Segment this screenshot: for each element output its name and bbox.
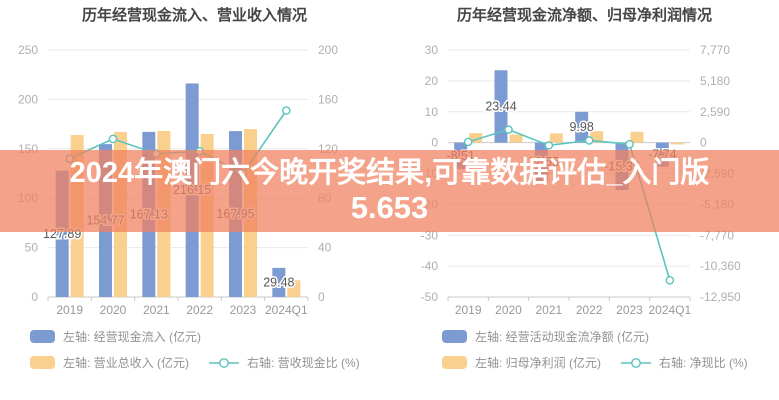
legend-label: 右轴: 净现比 (%): [659, 356, 748, 370]
right-axis-tick-label: 160: [318, 92, 338, 106]
x-axis-category-label: 2019: [56, 303, 83, 317]
x-axis-category-label: 2021: [143, 303, 170, 317]
chart-legend: 左轴: 经营活动现金流净额 (亿元) 左轴: 归母净利润 (亿元) 右轴: 净现比 …: [442, 328, 748, 371]
legend-row: 左轴: 经营现金流入 (亿元): [30, 328, 360, 345]
x-axis-category-label: 2022: [186, 303, 213, 317]
promo-banner-overlay: 2024年澳门六今晚开奖结果,可靠数据评估_入门版 5.653: [0, 150, 779, 232]
chart-title: 历年经营现金流入、营业收入情况: [81, 7, 307, 24]
legend-item: 右轴: 营收现金比 (%): [209, 354, 360, 371]
left-axis-tick-label: -50: [421, 290, 439, 304]
chart-title: 历年经营现金流净额、归母净利润情况: [456, 7, 712, 24]
right-axis-tick-label: 7,770: [700, 43, 730, 57]
legend-label: 左轴: 归母净利润 (亿元): [475, 356, 601, 370]
x-axis-category-label: 2021: [535, 303, 562, 317]
bar-series-orange: [549, 133, 563, 143]
bar-series-orange: [287, 280, 301, 297]
bar-series-blue: [575, 111, 589, 143]
bar-series-orange: [630, 131, 644, 143]
legend-row: 左轴: 经营活动现金流净额 (亿元): [442, 328, 748, 345]
legend-line-marker-icon: [621, 357, 651, 368]
bar-value-label: 29.48: [263, 275, 294, 289]
right-axis-tick-label: 0: [318, 290, 325, 304]
left-axis-tick-label: 10: [425, 105, 439, 119]
legend-row: 左轴: 营业总收入 (亿元) 右轴: 营收现金比 (%): [30, 354, 360, 371]
x-axis-category-label: 2020: [100, 303, 127, 317]
legend-bar-swatch: [442, 356, 467, 369]
left-axis-tick-label: 50: [25, 241, 39, 255]
bar-series-blue: [272, 267, 286, 297]
left-axis-tick-label: 200: [18, 92, 38, 106]
bar-series-orange: [670, 142, 684, 145]
legend-item: 左轴: 营业总收入 (亿元): [30, 354, 189, 371]
legend-item: 左轴: 经营活动现金流净额 (亿元): [442, 328, 649, 345]
left-axis-tick-label: 0: [431, 136, 438, 150]
x-axis-category-label: 2024Q1: [648, 303, 691, 317]
left-axis-tick-label: 250: [18, 43, 38, 57]
line-marker: [504, 125, 513, 134]
left-axis-tick-label: 0: [31, 290, 38, 304]
bar-series-orange: [590, 131, 604, 143]
right-axis-tick-label: 200: [318, 43, 338, 57]
bar-series-orange: [469, 133, 483, 143]
legend-bar-swatch: [30, 330, 55, 343]
x-axis-category-label: 2024Q1: [265, 303, 308, 317]
banner-text-line2: 5.653: [350, 189, 429, 225]
legend-item: 右轴: 净现比 (%): [621, 354, 748, 371]
legend-label: 左轴: 营业总收入 (亿元): [63, 356, 189, 370]
legend-bar-swatch: [30, 356, 55, 369]
line-marker: [625, 139, 634, 149]
line-marker: [463, 137, 473, 147]
right-axis-tick-label: 0: [700, 136, 707, 150]
bar-series-blue: [494, 70, 508, 143]
x-axis-category-label: 2023: [616, 303, 643, 317]
right-axis-tick-label: -10,360: [700, 259, 741, 273]
right-axis-tick-label: 2,590: [700, 105, 730, 119]
legend-circle: [631, 357, 641, 368]
line-marker: [665, 276, 675, 285]
bar-value-label: 9.98: [569, 120, 593, 134]
legend-bar-swatch: [442, 330, 467, 343]
line-marker: [108, 134, 118, 144]
legend-circle: [219, 357, 229, 368]
legend-line-marker-icon: [209, 357, 239, 368]
right-axis-tick-label: 40: [318, 241, 332, 255]
legend-item: 左轴: 归母净利润 (亿元): [442, 354, 601, 371]
banner-text-line1: 2024年澳门六今晚开奖结果,可靠数据评估_入门版: [69, 156, 710, 189]
line-marker: [584, 136, 594, 145]
x-axis-category-label: 2023: [230, 303, 257, 317]
left-axis-tick-label: -40: [421, 259, 439, 273]
x-axis-category-label: 2020: [495, 303, 522, 317]
line-marker: [544, 141, 554, 150]
bar-value-label: 23.44: [485, 99, 516, 113]
chart-legend: 左轴: 经营现金流入 (亿元) 左轴: 营业总收入 (亿元) 右轴: 营收现金比 (…: [30, 328, 360, 371]
line-marker: [282, 106, 291, 115]
legend-item: 左轴: 经营现金流入 (亿元): [30, 328, 201, 345]
right-axis-tick-label: 5,180: [700, 74, 730, 88]
bar-series-orange: [509, 134, 523, 143]
legend-row: 左轴: 归母净利润 (亿元) 右轴: 净现比 (%): [442, 354, 748, 371]
left-axis-tick-label: 30: [425, 43, 439, 57]
legend-label: 左轴: 经营活动现金流净额 (亿元): [475, 330, 649, 344]
legend-label: 左轴: 经营现金流入 (亿元): [63, 330, 201, 344]
right-axis-tick-label: -12,950: [700, 290, 741, 304]
left-axis-tick-label: 20: [425, 74, 439, 88]
x-axis-category-label: 2022: [576, 303, 603, 317]
legend-label: 右轴: 营收现金比 (%): [247, 356, 360, 370]
x-axis-category-label: 2019: [455, 303, 482, 317]
